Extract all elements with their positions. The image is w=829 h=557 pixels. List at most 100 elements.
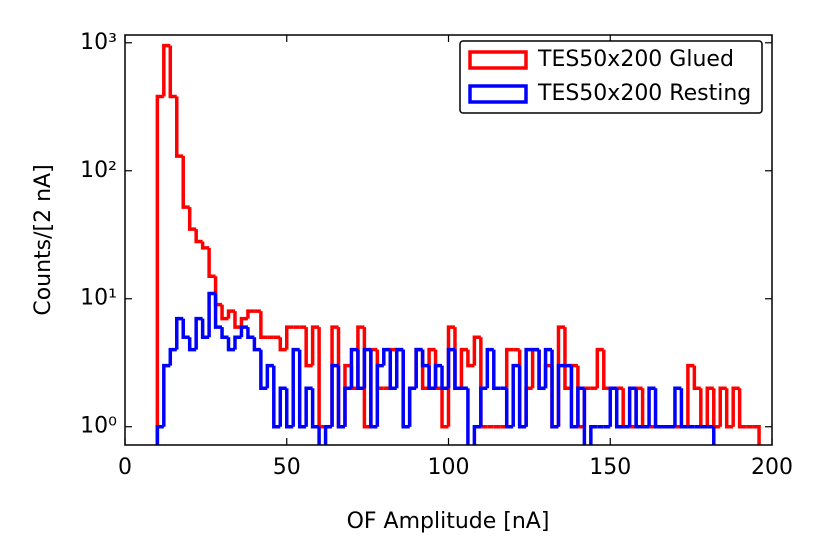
histogram-step [162,43,171,97]
histogram-step [608,386,617,427]
histogram-step [647,386,656,427]
plot-area [155,43,761,445]
histogram-step [175,96,184,158]
histogram-step [589,424,598,445]
histogram-step [724,388,734,429]
legend-label: TES50x200 Resting [537,81,751,106]
histogram-step [297,349,307,429]
histogram-step [226,309,235,319]
histogram-step [194,229,203,244]
histogram-step [213,293,223,329]
histogram-step [679,388,688,429]
y-tick-label: 10² [80,158,117,183]
histogram-step [737,388,747,429]
histogram-step [310,325,320,366]
histogram-step [595,347,604,389]
histogram-step [485,347,494,389]
histogram-step [291,347,300,427]
histogram-step [200,318,210,340]
histogram-step [705,386,714,427]
histogram-step [407,386,417,427]
histogram-step [614,388,624,429]
histogram-step [356,349,365,390]
histogram-step [272,365,281,429]
histogram-step [343,386,352,427]
histogram-step [259,349,268,390]
histogram-step [686,363,695,427]
histogram-step [246,327,255,340]
histogram-step [278,386,287,427]
histogram-step [388,349,397,390]
histogram-step [226,337,235,352]
histogram-step [718,386,727,427]
histogram-step [194,316,203,350]
histogram-step [220,327,229,340]
x-axis-label: OF Amplitude [nA] [347,509,550,534]
histogram-step [317,327,326,429]
histogram-step [285,388,294,429]
histogram-step [259,311,268,340]
histogram-step [207,247,216,278]
histogram-step [492,349,501,390]
histogram-step [401,349,410,429]
histogram-step [233,311,242,329]
histogram-step [479,386,488,427]
histogram-step [504,388,514,429]
histogram-step [653,388,663,429]
legend-swatch [468,50,528,70]
histogram-step [731,386,740,427]
histogram-step [285,325,294,350]
histogram-step [304,386,313,427]
x-tick-label: 0 [118,455,132,480]
legend-swatch [468,84,528,104]
histogram-step [692,365,701,390]
histogram-step [472,335,481,366]
histogram-step [369,349,378,429]
y-tick-label: 10¹ [80,286,117,311]
y-axis-label: Counts/[2 nA] [31,164,56,315]
histogram-step [168,45,177,99]
histogram-step [576,386,585,427]
histogram-step [362,347,371,389]
legend-label: TES50x200 Glued [537,47,734,72]
histogram-step [394,347,404,389]
histogram-step [446,347,455,389]
histogram-step [349,347,358,389]
histogram-step [239,316,248,328]
histogram-step [181,156,190,209]
histogram-step [556,363,565,427]
histogram-step [440,365,449,390]
histogram-step [453,349,462,390]
histogram-step [233,335,242,350]
histogram-step [278,337,287,352]
x-tick-label: 50 [273,455,301,480]
histogram-step [466,388,470,445]
histogram-step [168,347,177,366]
histogram-step [317,426,321,445]
histogram-step [602,349,611,390]
histogram-step [310,388,320,429]
y-tick-label: 10³ [80,30,117,55]
histogram-step [459,347,468,389]
histogram-step [569,365,578,429]
histogram-step [524,347,533,427]
histogram-step [627,386,637,427]
histogram-step [239,325,248,338]
histogram-step [537,349,546,390]
histogram-step [207,291,216,338]
histogram-step [466,349,475,368]
histogram-step [517,365,527,429]
histogram-step [382,347,391,366]
histogram-step [550,349,559,429]
histogram-step [673,386,682,427]
histogram-step [162,363,171,427]
histogram-step [712,426,716,445]
histogram-step [252,337,261,352]
x-tick-label: 100 [428,455,470,480]
histogram-step [246,309,255,319]
histogram-step [414,347,423,389]
histogram-step [220,304,229,321]
histogram-step [543,347,553,389]
histogram-step [420,349,430,368]
histogram-step [175,316,184,350]
